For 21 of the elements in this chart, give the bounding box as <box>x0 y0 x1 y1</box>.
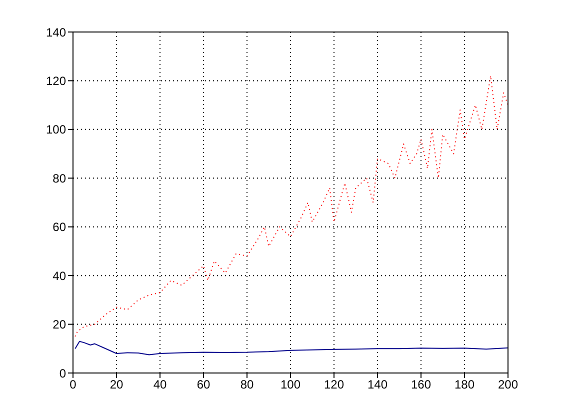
line-series <box>74 340 508 356</box>
x-tick-label: 140 <box>367 378 388 392</box>
x-tick-label: 180 <box>454 378 475 392</box>
y-tick-label: 20 <box>52 318 66 332</box>
y-tick-label: 40 <box>52 268 66 283</box>
y-tick-label: 80 <box>52 171 66 186</box>
y-tick-label: 100 <box>46 122 66 137</box>
y-tick-label: 60 <box>52 220 66 234</box>
y-tick-label: 120 <box>46 74 66 88</box>
x-tick-label: 80 <box>240 378 254 392</box>
x-tick-label: 120 <box>324 378 344 392</box>
y-tick-label: 0 <box>59 366 66 380</box>
x-tick-label: 200 <box>498 378 518 392</box>
x-tick-label: 0 <box>70 378 77 392</box>
x-tick-label: 100 <box>280 378 301 392</box>
x-tick-label: 60 <box>196 378 210 392</box>
x-tick-label: 20 <box>110 378 124 392</box>
x-tick-label: 160 <box>410 378 432 392</box>
y-tick-label: 140 <box>46 25 66 40</box>
x-tick-label: 40 <box>153 378 167 392</box>
line-series <box>74 75 508 337</box>
